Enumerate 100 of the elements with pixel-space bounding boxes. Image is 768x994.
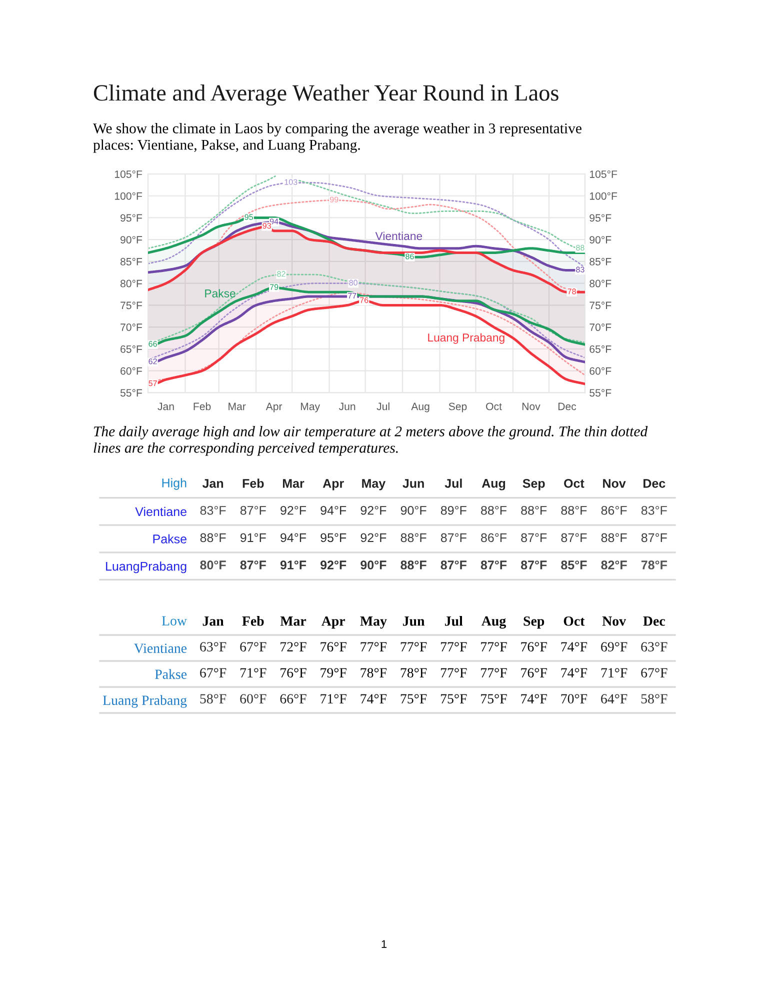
data-label: 76 <box>360 297 368 304</box>
data-label: 74°F <box>561 642 588 652</box>
y2-tick-label: 70°F <box>590 324 612 332</box>
y-tick-label: LuangPrabang <box>106 562 186 574</box>
x-tick-label: Aug <box>411 402 430 412</box>
data-label: 83°F <box>200 506 226 515</box>
x-tick-label: Apr <box>322 479 344 490</box>
x-tick-label: Jul <box>445 616 463 626</box>
data-label: 92°F <box>280 506 306 515</box>
data-label: 67°F <box>240 642 266 652</box>
y-tick-label: 55°F <box>120 389 142 397</box>
data-label: 74°F <box>360 694 387 704</box>
data-label: 90°F <box>400 506 426 515</box>
x-tick-label: Sep <box>448 402 467 412</box>
data-label: 77°F <box>360 642 387 652</box>
data-label: 79°F <box>320 668 346 678</box>
data-label: 75°F <box>481 694 507 704</box>
x-tick-label: Nov <box>602 616 626 626</box>
x-tick-label: Jul <box>376 402 390 410</box>
data-label: 94°F <box>320 506 346 515</box>
x-tick-label: Jan <box>202 616 224 626</box>
y-tick-label: 80°F <box>120 280 142 288</box>
y2-tick-label: 85°F <box>590 258 612 266</box>
data-label: 77°F <box>400 642 427 652</box>
data-label: 71°F <box>240 668 266 678</box>
data-label: 60°F <box>240 694 266 704</box>
data-label: 70°F <box>561 694 588 704</box>
x-tick-label: Nov <box>522 402 540 410</box>
data-label: 88°F <box>400 560 426 570</box>
data-label: 67°F <box>200 668 226 678</box>
x-tick-label: Jan <box>202 479 224 488</box>
data-label: 74°F <box>561 668 588 678</box>
data-label: 87°F <box>240 506 266 515</box>
y2-tick-label: 105°F <box>590 170 618 178</box>
x-tick-label: Sep <box>524 616 544 629</box>
data-label: 88°F <box>521 506 547 515</box>
y2-tick-label: 75°F <box>590 302 612 310</box>
text: The daily average high and low air temperature at 2 meters above the ground. The thin dotted lines are the corresponding perceived temperatures. <box>94 426 648 456</box>
x-tick-label: Jan <box>158 402 174 410</box>
data-label: 76°F <box>521 642 547 652</box>
data-label: 82°F <box>601 560 627 570</box>
data-label: 92°F <box>320 560 346 570</box>
x-tick-label: Mar <box>228 402 246 410</box>
data-label: 77°F <box>481 642 507 652</box>
x-tick-label: Oct <box>564 478 584 488</box>
data-label: 64°F <box>601 694 628 704</box>
x-tick-label: Aug <box>482 616 506 629</box>
data-label: 89°F <box>440 506 466 515</box>
series-label: Vientiane <box>375 232 422 240</box>
series-label: Pakse <box>205 289 236 298</box>
data-label: 83 <box>576 266 584 272</box>
y-tick-label: 100°F <box>114 192 142 200</box>
data-label: 88 <box>576 244 584 251</box>
data-label: 87°F <box>520 560 547 570</box>
data-label: 80 <box>349 280 358 286</box>
x-tick-label: Dec <box>644 479 666 488</box>
data-label: 78°F <box>360 668 387 678</box>
data-label: 85°F <box>561 560 587 570</box>
data-label: 88°F <box>200 533 226 542</box>
x-tick-label: Dec <box>558 402 576 410</box>
data-label: 74°F <box>521 694 547 704</box>
y-tick-label: 105°F <box>114 170 142 178</box>
x-tick-label: Oct <box>564 616 585 626</box>
y-tick-label: Luang Prabang <box>102 695 187 708</box>
data-label: 87°F <box>480 560 507 570</box>
y-tick-label: Pakse <box>155 669 187 679</box>
data-label: 94°F <box>280 533 306 542</box>
data-label: 75°F <box>440 694 467 704</box>
data-label: 91°F <box>240 533 266 542</box>
data-label: 76°F <box>320 642 346 652</box>
chart-title: Low <box>162 616 187 626</box>
x-tick-label: Jul <box>444 478 462 488</box>
data-label: 80°F <box>200 560 226 570</box>
data-label: 77 <box>348 293 356 299</box>
data-label: 77°F <box>440 668 467 678</box>
y-tick-label: 85°F <box>120 258 142 266</box>
data-label: 58°F <box>641 694 668 704</box>
data-label: 66°F <box>280 694 306 704</box>
x-tick-label: Feb <box>242 478 264 488</box>
data-label: 71°F <box>320 694 346 704</box>
data-label: 63°F <box>641 642 668 652</box>
y-tick-label: 95°F <box>120 214 142 222</box>
data-label: 88°F <box>400 533 426 542</box>
data-label: 77°F <box>481 668 507 678</box>
data-label: 78 <box>568 288 576 294</box>
data-label: 91°F <box>280 560 306 570</box>
x-tick-label: Apr <box>266 402 282 412</box>
data-label: 77°F <box>440 642 467 652</box>
data-label: 86°F <box>601 506 627 515</box>
x-tick-label: Jun <box>338 402 356 410</box>
x-tick-label: Dec <box>643 616 665 626</box>
data-label: 57 <box>148 380 157 386</box>
data-label: 88°F <box>601 533 627 542</box>
x-tick-label: May <box>300 402 320 412</box>
x-tick-label: Sep <box>522 478 545 490</box>
data-label: 87°F <box>561 533 587 542</box>
data-label: 86°F <box>481 533 507 542</box>
data-label: 95 <box>244 214 253 220</box>
data-label: 63°F <box>200 642 226 652</box>
data-label: 66 <box>148 341 157 347</box>
